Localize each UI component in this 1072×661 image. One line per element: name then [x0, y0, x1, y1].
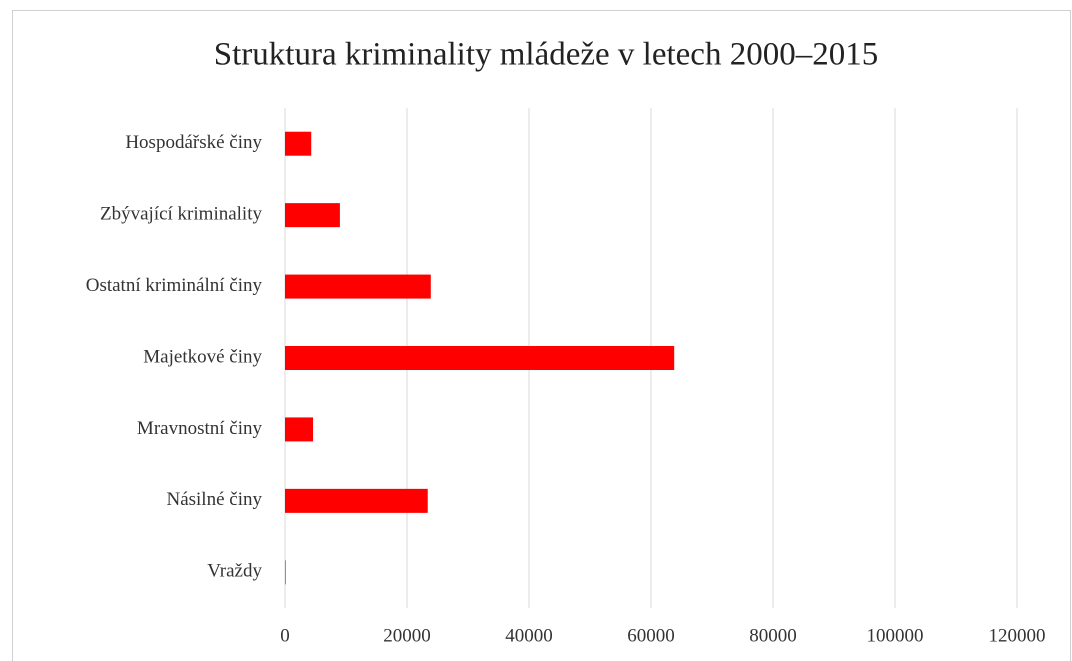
x-tick-label: 0 [280, 625, 290, 646]
x-tick-label: 20000 [383, 625, 431, 646]
y-tick-label: Zbývající kriminality [100, 204, 262, 225]
x-tick-label: 40000 [505, 625, 553, 646]
bar [285, 274, 431, 299]
y-tick-label: Hospodářské činy [125, 132, 262, 153]
y-tick-label: Násilné činy [166, 489, 262, 510]
bar [285, 203, 340, 228]
y-tick-label: Ostatní kriminální činy [86, 275, 263, 296]
bar [285, 131, 312, 156]
x-tick-label: 120000 [989, 625, 1046, 646]
chart-title: Struktura kriminality mládeže v letech 2… [214, 37, 878, 73]
x-tick-label: 60000 [627, 625, 675, 646]
bar [285, 560, 286, 585]
y-tick-label: Mravnostní činy [137, 418, 263, 439]
x-tick-label: 100000 [867, 625, 924, 646]
bar [285, 417, 314, 442]
bar [285, 488, 428, 513]
x-tick-label: 80000 [749, 625, 797, 646]
y-tick-label: Vraždy [207, 561, 262, 582]
y-tick-label: Majetkové činy [143, 346, 262, 367]
bar [285, 346, 675, 370]
chart-border [12, 10, 1071, 661]
